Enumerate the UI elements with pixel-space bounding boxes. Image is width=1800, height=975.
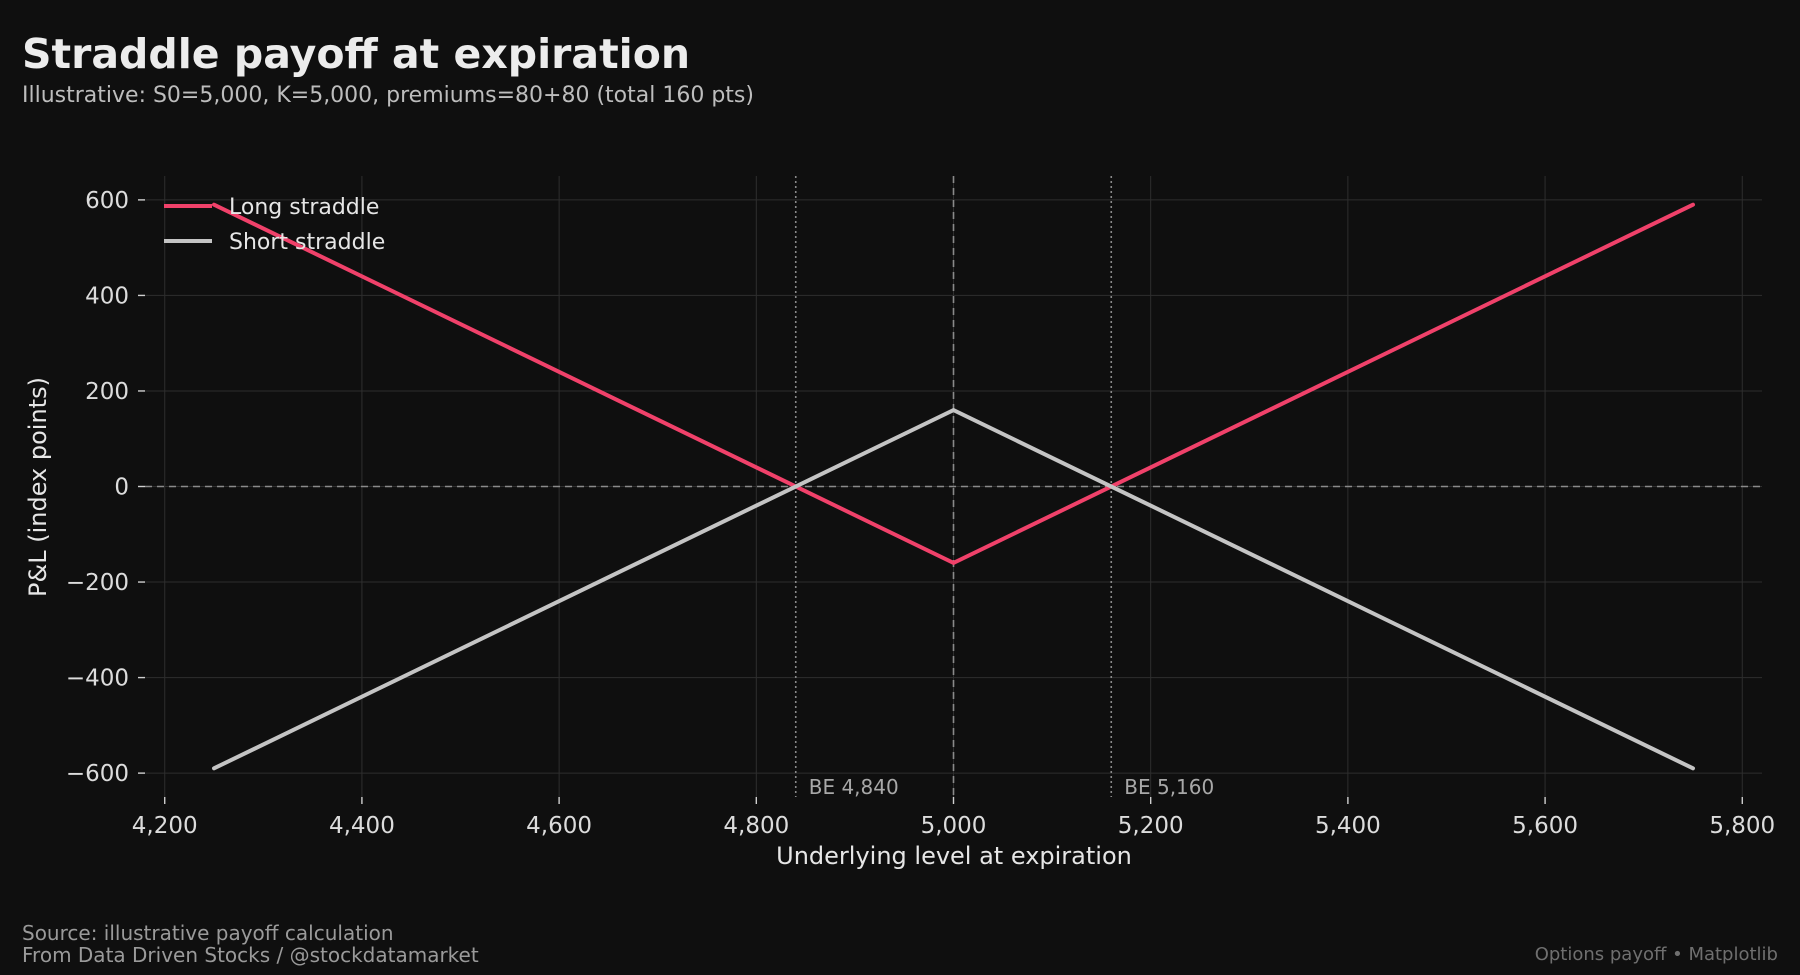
footer-tagline: Options payoff • Matplotlib xyxy=(1534,944,1778,965)
series-line-long-straddle xyxy=(212,202,1695,566)
breakeven-label: BE 4,840 xyxy=(809,775,899,799)
y-tick-label: 400 xyxy=(85,283,129,309)
legend-label: Long straddle xyxy=(229,195,379,220)
legend-label: Short straddle xyxy=(229,230,385,255)
x-tick-label: 5,400 xyxy=(1315,813,1381,839)
x-tick-label: 5,200 xyxy=(1118,813,1184,839)
axis-ticks: 4,200 4,400 4,600 4,800 5,000 5,200 5,400 5,600… xyxy=(66,188,1775,839)
y-tick-label: −200 xyxy=(66,570,129,596)
y-tick-label: 0 xyxy=(114,475,129,501)
x-axis-label: Underlying level at expiration xyxy=(776,842,1132,870)
breakeven-label: BE 5,160 xyxy=(1124,775,1214,799)
footer-source-block: Source: illustrative payoff calculation … xyxy=(22,922,479,966)
x-tick-label: 5,000 xyxy=(921,813,987,839)
y-tick-label: −600 xyxy=(66,761,129,787)
credit-note: From Data Driven Stocks / @stockdatamark… xyxy=(22,943,479,967)
legend: Long straddle Short straddle xyxy=(164,195,385,255)
breakeven-annotations: BE 4,840 BE 5,160 xyxy=(809,775,1214,799)
x-tick-label: 4,800 xyxy=(723,813,789,839)
chart-title: Straddle payoff at expiration xyxy=(22,30,691,78)
y-tick-label: 200 xyxy=(85,379,129,405)
series-lines xyxy=(212,202,1695,771)
x-tick-label: 5,600 xyxy=(1512,813,1578,839)
x-tick-label: 4,600 xyxy=(526,813,592,839)
y-axis-label: P&L (index points) xyxy=(24,377,52,597)
chart-subtitle: Illustrative: S0=5,000, K=5,000, premium… xyxy=(22,83,754,108)
y-tick-label: −400 xyxy=(66,666,129,692)
series-line-short-straddle xyxy=(212,407,1695,771)
y-tick-label: 600 xyxy=(85,188,129,214)
source-note: Source: illustrative payoff calculation xyxy=(22,921,394,945)
x-tick-label: 4,200 xyxy=(132,813,198,839)
x-tick-label: 4,400 xyxy=(329,813,395,839)
x-tick-label: 5,800 xyxy=(1709,813,1775,839)
